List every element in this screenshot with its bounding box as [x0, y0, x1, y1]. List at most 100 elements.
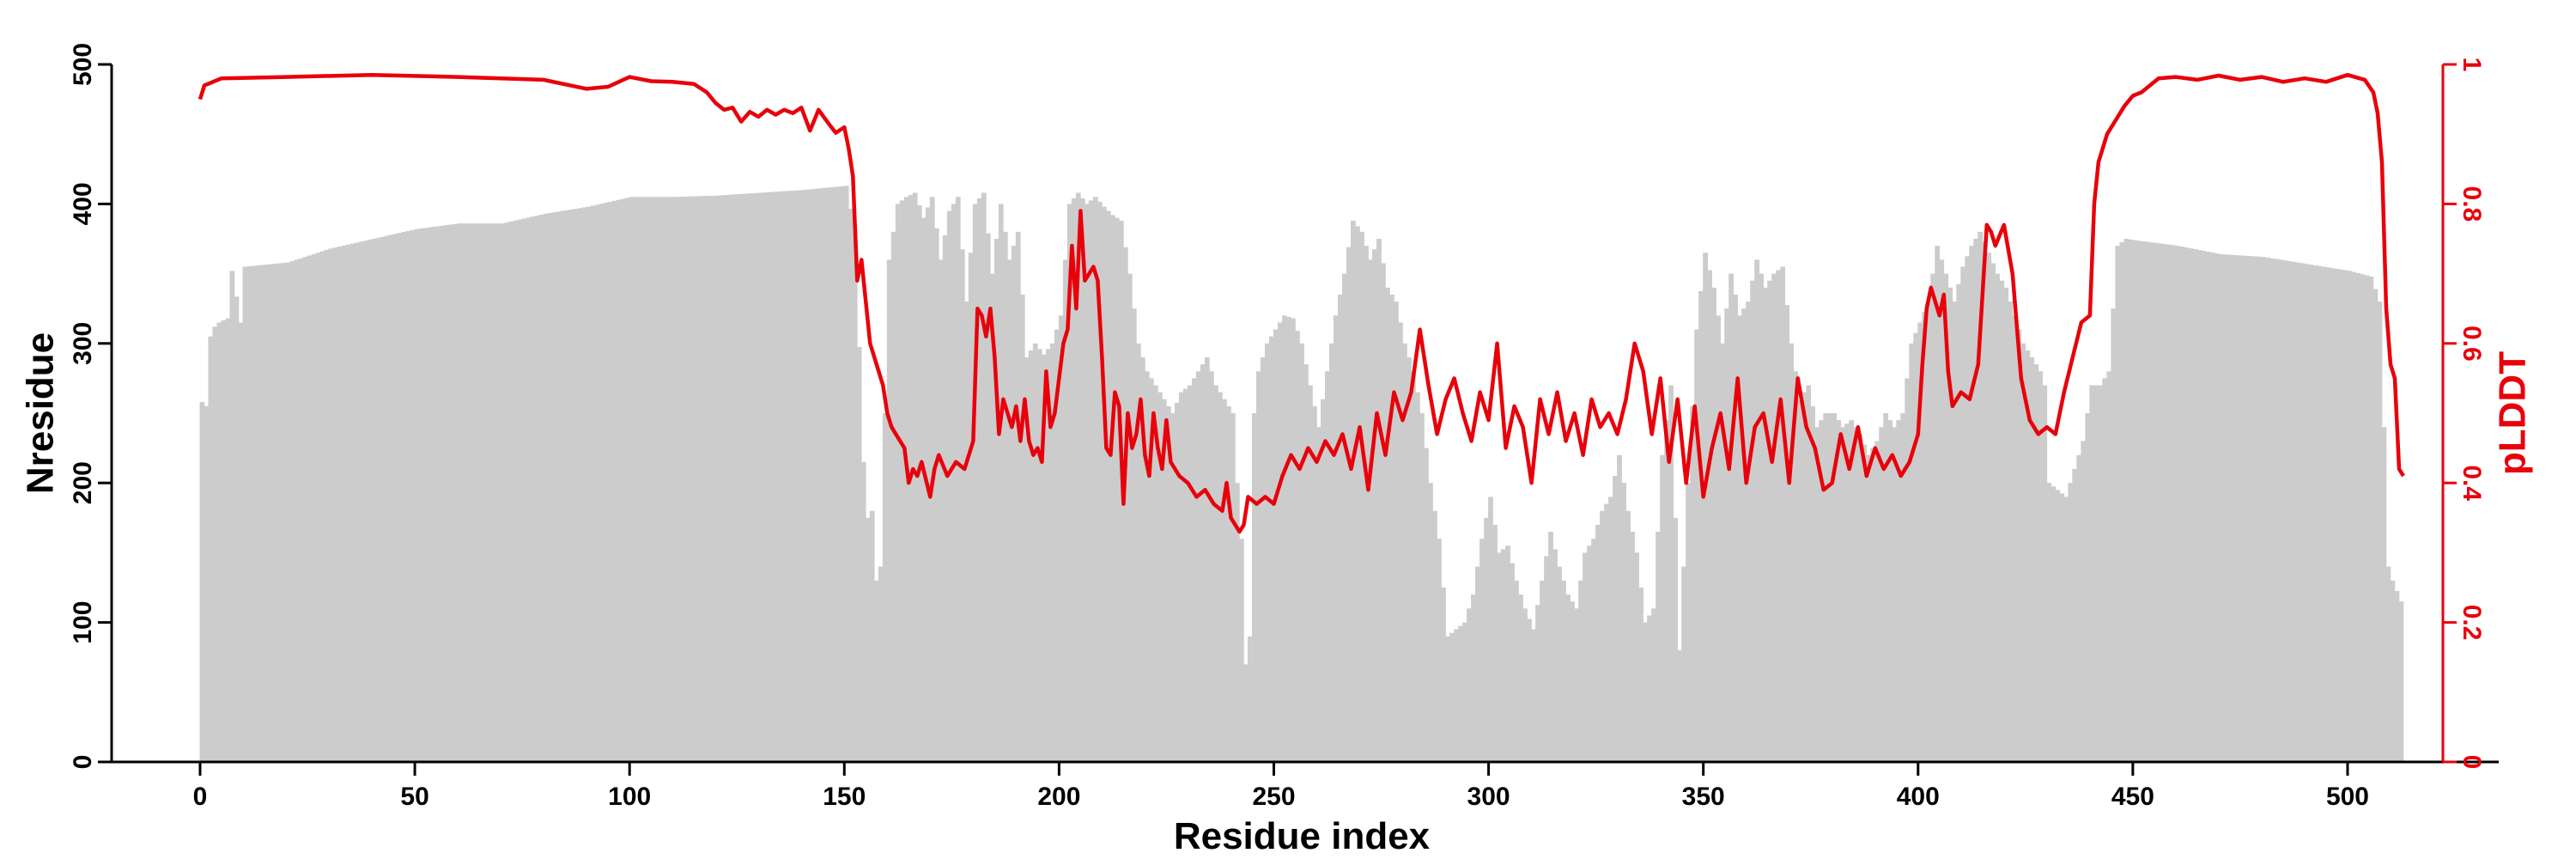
- nresidue-bar: [1058, 315, 1064, 762]
- nresidue-bar: [1522, 608, 1528, 762]
- nresidue-bar: [2132, 240, 2138, 762]
- nresidue-bar: [2257, 256, 2263, 762]
- nresidue-bar: [405, 230, 411, 762]
- nresidue-bar: [611, 200, 617, 762]
- nresidue-bar: [886, 259, 892, 762]
- nresidue-bar: [2291, 261, 2297, 762]
- nresidue-bar: [1617, 454, 1622, 762]
- nresidue-bars: [199, 186, 2404, 763]
- nresidue-bar: [1342, 273, 1347, 763]
- nresidue-bar: [843, 186, 849, 763]
- nresidue-bar: [1793, 371, 1799, 762]
- nresidue-bar: [1535, 605, 1540, 762]
- nresidue-bar: [2325, 267, 2331, 762]
- x-tick-label: 350: [1682, 783, 1725, 811]
- nresidue-bar: [1561, 580, 1566, 762]
- nresidue-bar: [2072, 468, 2078, 762]
- nresidue-bar: [2042, 385, 2048, 762]
- nresidue-bar: [2338, 269, 2344, 763]
- nresidue-bar: [1364, 246, 1369, 762]
- nresidue-bar: [1866, 454, 1872, 762]
- nresidue-bar: [1088, 200, 1094, 763]
- nresidue-bar: [1135, 343, 1141, 762]
- left-y-axis-title: Nresidue: [19, 332, 61, 494]
- nresidue-bar: [1049, 343, 1055, 762]
- nresidue-bar: [1978, 231, 1984, 762]
- nresidue-bar: [646, 197, 652, 762]
- nresidue-bar: [869, 510, 875, 762]
- nresidue-bar: [1071, 198, 1077, 762]
- nresidue-bar: [362, 241, 368, 762]
- nresidue-bar: [1467, 608, 1472, 762]
- nresidue-bar: [1221, 399, 1227, 762]
- nresidue-bar: [341, 245, 347, 763]
- nresidue-bar: [1857, 434, 1863, 762]
- nresidue-bar: [2029, 357, 2035, 762]
- nresidue-bar: [276, 263, 283, 763]
- nresidue-bar: [1114, 217, 1120, 762]
- nresidue-bar: [448, 224, 454, 762]
- nresidue-bar: [667, 197, 673, 762]
- nresidue-bar: [289, 260, 295, 763]
- nresidue-bar: [208, 336, 214, 762]
- nresidue-bar: [916, 205, 922, 762]
- nresidue-bar: [1986, 253, 1992, 762]
- right-y-tick-label: 0.2: [2458, 605, 2486, 641]
- nresidue-bar: [1497, 552, 1502, 762]
- nresidue-bar: [1122, 247, 1128, 762]
- nresidue-bar: [620, 198, 626, 763]
- nresidue-bar: [453, 223, 459, 762]
- plddt-line: [197, 72, 2405, 534]
- nresidue-bar: [1109, 215, 1115, 762]
- nresidue-bar: [1917, 322, 1923, 762]
- nresidue-bar: [246, 265, 252, 762]
- nresidue-bar: [1995, 273, 2001, 763]
- nresidue-bar: [2171, 245, 2177, 763]
- nresidue-bar: [706, 195, 712, 763]
- nresidue-bar: [1127, 273, 1133, 763]
- nresidue-bar: [1255, 371, 1261, 762]
- x-axis-title: Residue index: [1174, 815, 1431, 857]
- nresidue-bar: [800, 190, 806, 762]
- nresidue-bar: [723, 195, 729, 762]
- nresidue-bar: [1724, 308, 1729, 762]
- x-tick-label: 500: [2326, 783, 2369, 811]
- nresidue-bar: [1212, 385, 1218, 762]
- nresidue-bar: [1036, 349, 1042, 762]
- nresidue-bar: [680, 196, 686, 762]
- nresidue-bar: [1178, 392, 1184, 762]
- nresidue-bar: [1458, 625, 1463, 762]
- nresidue-bar: [1097, 201, 1103, 762]
- nresidue-bar: [890, 231, 896, 762]
- nresidue-bar: [470, 223, 476, 762]
- nresidue-bar: [933, 228, 939, 762]
- nresidue-bar: [483, 223, 489, 762]
- nresidue-bar: [2364, 275, 2370, 762]
- nresidue-bar: [225, 318, 231, 762]
- right-y-tick-label: 0.8: [2458, 186, 2486, 222]
- nresidue-bar: [526, 217, 532, 762]
- nresidue-bar: [1647, 615, 1652, 762]
- nresidue-bar: [1947, 287, 1953, 763]
- nresidue-bar: [1754, 259, 1760, 762]
- nresidue-bar: [547, 212, 553, 762]
- nresidue-bar: [1668, 385, 1674, 762]
- nresidue-bar: [422, 228, 428, 763]
- right-y-tick-label: 0: [2458, 755, 2486, 770]
- nresidue-bar: [1926, 302, 1932, 763]
- nresidue-bar: [1204, 357, 1210, 762]
- nresidue-bar: [431, 227, 437, 762]
- nresidue-bar: [882, 413, 888, 762]
- nresidue-bar: [1960, 266, 1966, 763]
- nresidue-bar: [328, 248, 334, 762]
- nresidue-bar: [878, 566, 884, 762]
- nresidue-bar: [1303, 364, 1309, 762]
- nresidue-bar: [895, 204, 901, 762]
- nresidue-bar: [650, 197, 656, 762]
- nresidue-bar: [590, 205, 596, 762]
- nresidue-bar: [1334, 315, 1339, 762]
- nresidue-bar: [2059, 493, 2065, 762]
- nresidue-bar: [1285, 316, 1291, 762]
- nresidue-bar: [1475, 566, 1480, 762]
- nresidue-bar: [427, 227, 433, 762]
